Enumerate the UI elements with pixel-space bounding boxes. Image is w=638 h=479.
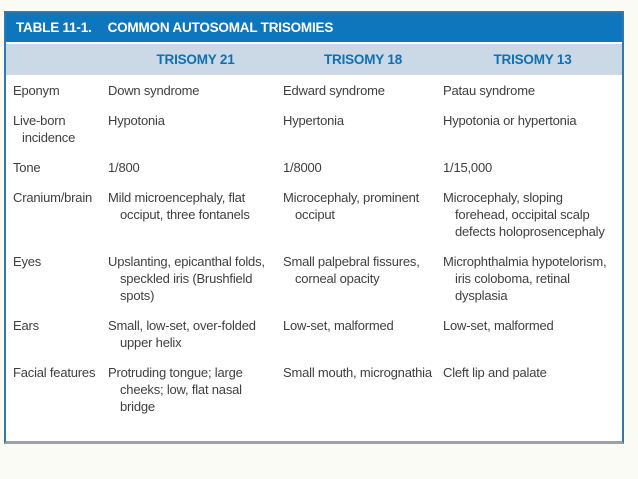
cell-trisomy-13: Hypotonia or hypertonia	[443, 113, 577, 128]
trisomy-table: TABLE 11-1. COMMON AUTOSOMAL TRISOMIES T…	[4, 11, 624, 444]
cell-trisomy-21: Hypotonia	[108, 113, 165, 128]
row-label: Ears	[13, 318, 39, 333]
cell-trisomy-18: Hypertonia	[283, 113, 344, 128]
row-label: Eponym	[13, 83, 60, 98]
cell-trisomy-21: Down syndrome	[108, 83, 200, 98]
row-label: Cranium/brain	[13, 190, 93, 205]
cell-trisomy-13: Patau syndrome	[443, 83, 535, 98]
row-label: Live-born incidence	[13, 113, 76, 145]
table-row: Facial features Protruding tongue; large…	[6, 364, 622, 415]
cell-trisomy-18: Low-set, malformed	[283, 318, 394, 333]
cell-trisomy-18: Edward syndrome	[283, 83, 385, 98]
cell-trisomy-18: Small palpebral fissures, corneal opacit…	[283, 254, 420, 286]
cell-trisomy-21: Mild microencephaly, flat occiput, three…	[108, 190, 250, 222]
cell-trisomy-13: 1/15,000	[443, 160, 493, 175]
column-header-trisomy-13: TRISOMY 13	[493, 52, 572, 67]
cell-trisomy-13: Microphthalmia hypotelorism, iris colobo…	[443, 254, 607, 303]
row-label: Facial features	[13, 365, 96, 380]
column-header-trisomy-18: TRISOMY 18	[323, 52, 403, 67]
table-row: Ears Small, low-set, over-folded upper h…	[6, 317, 622, 351]
table-row: Cranium/brain Mild microencephaly, flat …	[6, 189, 622, 240]
cell-trisomy-21: 1/800	[108, 160, 140, 175]
row-label: Eyes	[13, 254, 42, 269]
table-title-bar: TABLE 11-1. COMMON AUTOSOMAL TRISOMIES	[6, 13, 622, 42]
table-row: Live-born incidence Hypotonia Hypertonia…	[6, 112, 622, 146]
cell-trisomy-21: Protruding tongue; large cheeks; low, fl…	[108, 365, 243, 414]
table-number: TABLE 11-1.	[16, 20, 92, 35]
table-title: COMMON AUTOSOMAL TRISOMIES	[107, 20, 334, 35]
cell-trisomy-13: Microcephaly, sloping forehead, occipita…	[443, 190, 605, 239]
cell-trisomy-13: Low-set, malformed	[443, 318, 554, 333]
cell-trisomy-18: Small mouth, micrognathia	[283, 365, 432, 380]
column-header-trisomy-21: TRISOMY 21	[156, 52, 235, 67]
cell-trisomy-21: Upslanting, epicanthal folds, speckled i…	[108, 254, 265, 303]
cell-trisomy-18: Microcephaly, prominent occiput	[283, 190, 420, 222]
cell-trisomy-13: Cleft lip and palate	[443, 365, 547, 380]
row-label: Tone	[13, 160, 41, 175]
table-row: Eponym Down syndrome Edward syndrome Pat…	[6, 82, 622, 99]
cell-trisomy-18: 1/8000	[283, 160, 322, 175]
cell-trisomy-21: Small, low-set, over-folded upper helix	[108, 318, 256, 350]
table-row: Eyes Upslanting, epicanthal folds, speck…	[6, 253, 622, 304]
table-body: Eponym Down syndrome Edward syndrome Pat…	[6, 75, 622, 415]
column-header-row: TRISOMY 21 TRISOMY 18 TRISOMY 13	[6, 42, 622, 75]
table-row: Tone 1/800 1/8000 1/15,000	[6, 159, 622, 176]
